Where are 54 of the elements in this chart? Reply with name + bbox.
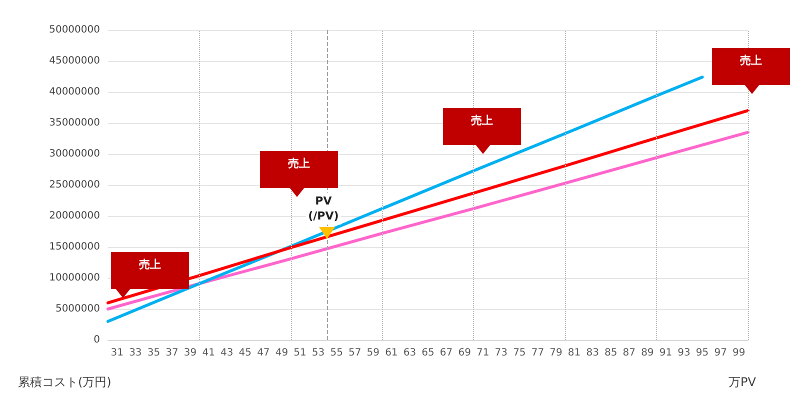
x-tick-label: 45 xyxy=(238,348,252,358)
annotation: 売上 xyxy=(138,257,162,272)
x-tick-label: 49 xyxy=(275,348,288,358)
x-tick-label: 85 xyxy=(604,348,618,358)
x-tick-label: 67 xyxy=(440,348,453,358)
x-tick-label: 51 xyxy=(294,348,306,358)
x-tick-label: 97 xyxy=(714,348,727,358)
x-tick-label: 61 xyxy=(385,348,398,358)
annotation: 売上 xyxy=(287,156,311,171)
x-tick-label: 91 xyxy=(659,348,672,358)
x-tick-label: 41 xyxy=(202,348,215,358)
x-tick-label: 33 xyxy=(129,348,142,358)
x-tick-label: 55 xyxy=(330,348,343,358)
x-tick-label: 63 xyxy=(403,348,416,358)
x-tick-label: 65 xyxy=(422,348,434,358)
x-tick-label: 69 xyxy=(458,348,471,358)
y-tick-label: 0 xyxy=(94,334,100,346)
x-tick-label: 31 xyxy=(110,348,124,358)
y-tick-label: 30000000 xyxy=(49,148,100,160)
x-tick-label: 99 xyxy=(732,348,746,358)
x-tick-label: 87 xyxy=(622,348,636,358)
y-tick-label: 25000000 xyxy=(49,180,100,190)
x-tick-label: 89 xyxy=(641,348,654,358)
x-tick-label: 59 xyxy=(366,348,380,358)
y-tick-label: 35000000 xyxy=(49,118,100,128)
x-tick-label: 75 xyxy=(513,348,526,358)
y-tick-label: 10000000 xyxy=(49,272,100,284)
y-tick-label: 20000000 xyxy=(49,210,100,222)
x-tick-label: 95 xyxy=(696,348,709,358)
x-tick-label: 71 xyxy=(476,348,490,358)
y-tick-label: 15000000 xyxy=(49,242,100,252)
x-tick-label: 73 xyxy=(494,348,508,358)
ref-line-label: PV (/PV) xyxy=(308,194,339,223)
x-tick-label: 35 xyxy=(147,348,160,358)
x-tick-label: 57 xyxy=(348,348,362,358)
x-tick-label: 43 xyxy=(220,348,234,358)
x-tick-label: 79 xyxy=(550,348,562,358)
y-tick-label: 40000000 xyxy=(49,86,100,98)
y-tick-label: 5000000 xyxy=(55,304,100,314)
x-tick-label: 83 xyxy=(586,348,599,358)
x-tick-label: 93 xyxy=(678,348,690,358)
x-tick-label: 77 xyxy=(531,348,544,358)
line-series xyxy=(106,76,704,323)
x-tick-label: 47 xyxy=(257,348,270,358)
y-tick-label: 50000000 xyxy=(49,24,100,36)
x-tick-label: 37 xyxy=(166,348,178,358)
y-tick-label: 45000000 xyxy=(49,56,100,66)
x-tick-label: 53 xyxy=(312,348,325,358)
annotation: 売上 xyxy=(470,113,494,128)
x-tick-label: 81 xyxy=(568,348,581,358)
x-tick-label: 39 xyxy=(184,348,197,358)
annotation: 売上 xyxy=(739,53,763,68)
y-axis-title: 累積コスト(万円) xyxy=(18,375,112,389)
x-axis-title: 万PV xyxy=(728,375,757,389)
